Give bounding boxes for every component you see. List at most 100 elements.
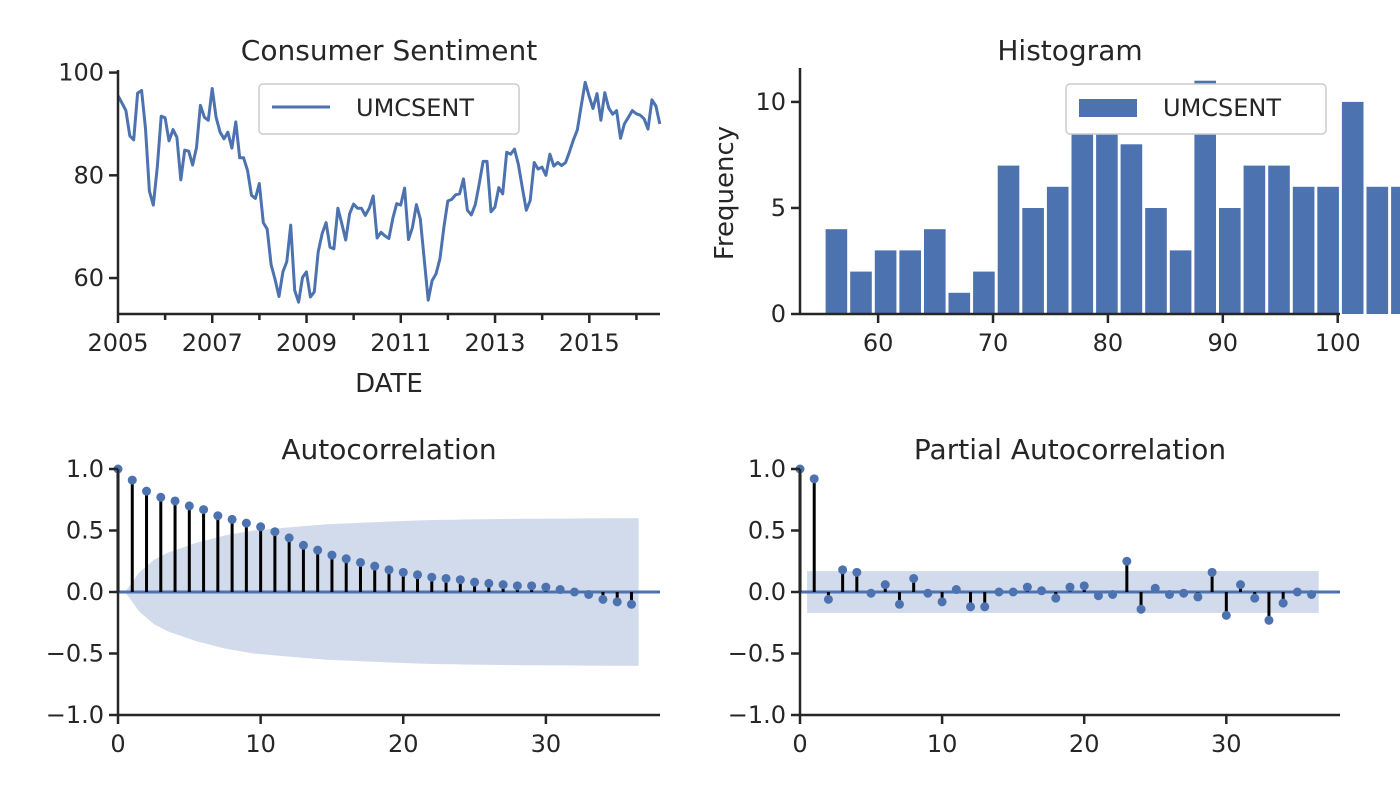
- stem-marker: [1065, 582, 1075, 592]
- stem-marker: [809, 474, 819, 484]
- histogram-bar: [948, 292, 971, 314]
- x-tick-label: 0: [792, 730, 807, 758]
- chart-title: Consumer Sentiment: [241, 34, 537, 67]
- stem-marker: [1278, 598, 1288, 608]
- stem-marker: [1108, 589, 1118, 599]
- stem-marker: [1292, 587, 1302, 597]
- stem-marker: [213, 511, 223, 521]
- stem-marker: [937, 597, 947, 607]
- y-tick-label: 0.0: [748, 578, 786, 606]
- stem-marker: [1037, 586, 1047, 596]
- chart-title: Histogram: [997, 34, 1142, 67]
- histogram-bar: [1096, 101, 1118, 315]
- x-tick-label: 0: [110, 730, 125, 758]
- legend-bar-swatch: [1079, 99, 1137, 117]
- stem-marker: [584, 589, 594, 599]
- histogram-bar: [825, 229, 848, 314]
- stem-marker: [1307, 589, 1317, 599]
- stem-marker: [966, 602, 976, 612]
- y-tick-label: 0.5: [748, 517, 786, 545]
- histogram-bar: [924, 229, 946, 314]
- x-tick-label: 70: [978, 329, 1009, 357]
- stem-marker: [313, 545, 323, 555]
- histogram-bar: [1145, 208, 1167, 314]
- stem-marker: [612, 597, 622, 607]
- stem-marker: [1093, 591, 1103, 601]
- y-tick-label: 1.0: [748, 455, 786, 483]
- stem-marker: [241, 518, 251, 528]
- stem-marker: [1250, 593, 1260, 603]
- stem-marker: [298, 540, 308, 550]
- stem-marker: [1236, 580, 1246, 590]
- legend: UMCSENT: [258, 83, 520, 135]
- x-tick-label: 30: [531, 730, 562, 758]
- stem-marker: [498, 580, 508, 590]
- histogram-bar: [1366, 186, 1389, 314]
- chart-title: Autocorrelation: [281, 433, 496, 466]
- stem-marker: [142, 486, 152, 496]
- histogram-bar: [1046, 186, 1069, 314]
- stem-marker: [341, 554, 351, 564]
- histogram-bar: [1022, 208, 1044, 314]
- stem-marker: [327, 550, 337, 560]
- chart-title: Partial Autocorrelation: [914, 433, 1226, 466]
- x-tick-label: 30: [1211, 730, 1242, 758]
- x-tick-label: 2015: [559, 329, 620, 357]
- stem-marker: [455, 575, 465, 585]
- stem-marker: [1150, 583, 1160, 593]
- stem-marker: [199, 505, 209, 515]
- stem-marker: [355, 557, 365, 567]
- stem-marker: [270, 527, 280, 537]
- stem-marker: [127, 475, 137, 485]
- stem-marker: [1136, 604, 1146, 614]
- y-axis-label: Frequency: [710, 126, 740, 260]
- stem-marker: [866, 588, 876, 598]
- x-tick-label: 10: [245, 730, 276, 758]
- stem-marker: [1207, 567, 1217, 577]
- stem-marker: [384, 565, 394, 575]
- stem-marker: [1051, 593, 1061, 603]
- histogram-bar: [1071, 123, 1094, 314]
- legend-frame: [258, 83, 520, 135]
- stem-marker: [923, 588, 933, 598]
- histogram-bar: [899, 250, 921, 314]
- x-tick-label: 20: [388, 730, 419, 758]
- stem-marker: [256, 522, 266, 532]
- y-tick-label: 5: [771, 194, 786, 222]
- histogram-bar: [1169, 250, 1192, 314]
- stem-marker: [398, 567, 408, 577]
- histogram-panel: Histogram Frequency 0 5 10 60 70 80 90 100 UMCS…: [710, 34, 1400, 357]
- stem-marker: [894, 599, 904, 609]
- x-tick-label: 10: [927, 730, 958, 758]
- stem-marker: [598, 594, 608, 604]
- stem-marker: [1022, 582, 1032, 592]
- legend-label: UMCSENT: [1163, 94, 1281, 122]
- stem-marker: [1122, 556, 1132, 566]
- x-tick-label: 2011: [370, 329, 431, 357]
- y-tick-label: −1.0: [728, 701, 786, 729]
- histogram-bar: [1317, 186, 1339, 314]
- y-tick-label: 80: [73, 161, 104, 189]
- stem-marker: [170, 496, 180, 506]
- stem-marker: [484, 578, 494, 588]
- histogram-bar: [1341, 101, 1364, 315]
- series-line-umcsent: [116, 80, 662, 304]
- stem-marker: [370, 561, 380, 571]
- y-tick-label: 0.0: [66, 578, 104, 606]
- x-tick-label: 80: [1093, 329, 1124, 357]
- stem-marker: [1164, 589, 1174, 599]
- legend: UMCSENT: [1065, 83, 1327, 135]
- histogram-bar: [1219, 208, 1241, 314]
- x-tick-label: 100: [1315, 329, 1361, 357]
- histogram-bar: [973, 271, 995, 314]
- stem-marker: [427, 572, 437, 582]
- stem-marker: [951, 585, 961, 595]
- stem-marker: [1179, 588, 1189, 598]
- histogram-bar: [1243, 165, 1266, 314]
- histogram-bar: [850, 271, 872, 314]
- autocorrelation-panel: Autocorrelation 1.0 0.5 0.0 −0.5 −1.00 10 20 30: [46, 433, 660, 758]
- stem-marker: [880, 580, 890, 590]
- x-axis-label: DATE: [355, 369, 423, 399]
- stem-marker: [1221, 610, 1231, 620]
